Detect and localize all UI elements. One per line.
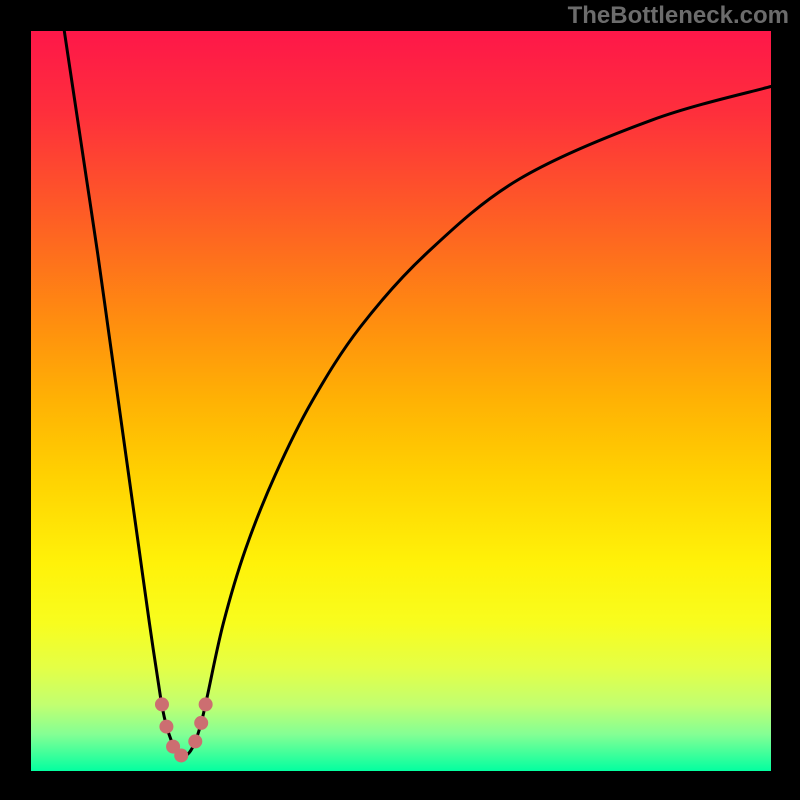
valley-marker [188,734,202,748]
valley-marker [159,720,173,734]
valley-marker [194,716,208,730]
valley-marker [199,697,213,711]
gradient-background [31,31,771,771]
valley-marker [155,697,169,711]
watermark-text: TheBottleneck.com [568,2,789,30]
plot-svg [31,31,771,771]
plot-area [31,31,771,771]
valley-marker [174,748,188,762]
